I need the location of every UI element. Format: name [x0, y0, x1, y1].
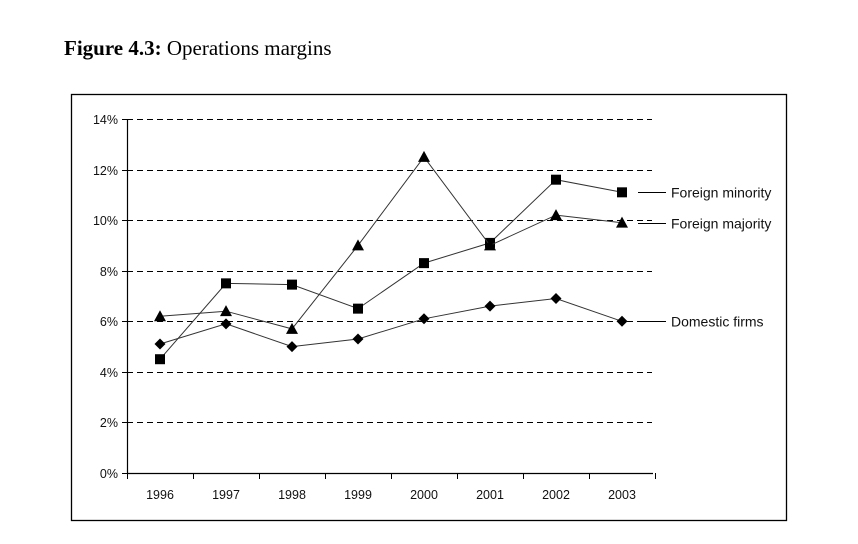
gridlines — [127, 119, 652, 423]
series-foreign-majority — [154, 150, 628, 334]
y-tick-label: 10% — [93, 214, 118, 228]
x-axis-ticks: 1996 1997 1998 1999 2000 2001 2002 2003 — [127, 473, 656, 502]
legend-entry-foreign-majority: Foreign majority — [638, 216, 771, 232]
triangle-marker — [220, 305, 232, 317]
y-tick-label: 2% — [100, 416, 118, 430]
diamond-marker — [418, 313, 430, 325]
triangle-marker — [286, 322, 298, 334]
triangle-marker — [484, 239, 496, 251]
axes — [126, 119, 653, 475]
figure-label: Figure 4.3: — [64, 36, 162, 60]
triangle-marker — [616, 216, 628, 228]
legend-entry-foreign-minority: Foreign minority — [638, 185, 771, 201]
y-tick-label: 8% — [100, 265, 118, 279]
legend: Foreign minority Foreign majority Domestic… — [638, 185, 771, 330]
y-tick-label: 6% — [100, 315, 118, 329]
series-domestic-firms — [154, 293, 628, 353]
series-line-foreign-majority — [159, 156, 623, 330]
series-group — [154, 150, 628, 365]
triangle-marker — [418, 150, 430, 162]
x-tick-label: 2001 — [476, 488, 504, 502]
x-tick-label: 1997 — [212, 488, 240, 502]
figure-caption: Operations margins — [166, 36, 332, 60]
diamond-marker — [352, 333, 364, 345]
square-marker — [155, 354, 165, 365]
x-tick-label: 2003 — [608, 488, 636, 502]
diamond-marker — [484, 300, 496, 312]
x-tick-label: 2000 — [410, 488, 438, 502]
legend-label: Foreign minority — [671, 185, 771, 201]
square-marker — [221, 278, 231, 289]
square-marker — [551, 174, 561, 185]
y-tick-label: 0% — [100, 467, 118, 481]
legend-label: Foreign majority — [671, 216, 771, 232]
diamond-marker — [154, 338, 166, 350]
triangle-marker — [352, 239, 364, 251]
y-tick-label: 12% — [93, 164, 118, 178]
diamond-marker — [616, 315, 628, 327]
square-marker — [419, 258, 429, 269]
legend-entry-domestic-firms: Domestic firms — [638, 314, 764, 330]
chart-frame — [70, 93, 788, 522]
square-marker — [353, 303, 363, 314]
y-tick-label: 14% — [93, 113, 118, 127]
triangle-marker — [154, 310, 166, 322]
series-line-foreign-minority — [159, 179, 623, 360]
diamond-marker — [220, 318, 232, 330]
diamond-marker — [286, 341, 298, 353]
y-axis-ticks: 0% 2% 4% 6% 8% 10% 12% 14% — [93, 113, 127, 481]
series-foreign-minority — [155, 174, 627, 365]
diamond-marker — [550, 293, 562, 305]
x-tick-label: 2002 — [542, 488, 570, 502]
triangle-marker — [550, 209, 562, 221]
legend-label: Domestic firms — [671, 314, 764, 330]
series-line-domestic-firms — [159, 297, 623, 348]
x-tick-label: 1998 — [278, 488, 306, 502]
x-tick-label: 1999 — [344, 488, 372, 502]
y-tick-label: 4% — [100, 366, 118, 380]
x-tick-label: 1996 — [146, 488, 174, 502]
square-marker — [617, 187, 627, 198]
figure-title: Figure 4.3: Operations margins — [64, 36, 332, 61]
square-marker — [287, 279, 297, 290]
